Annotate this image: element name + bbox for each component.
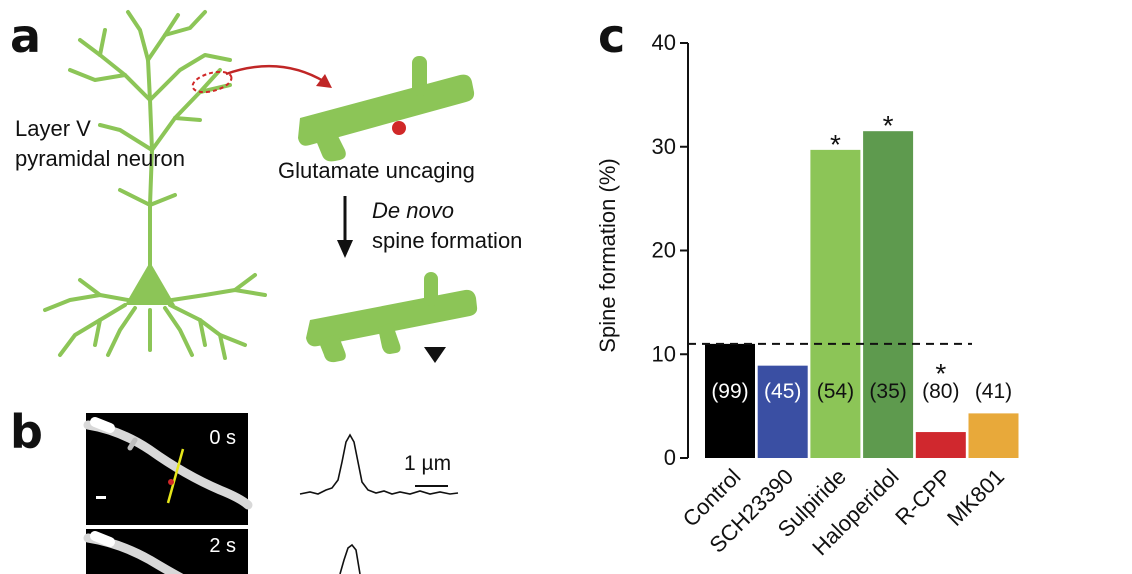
neuron-label-line1: Layer V: [15, 116, 91, 141]
panel-c-letter: c: [598, 9, 625, 63]
new-spine-arrowhead: [424, 347, 446, 363]
time-label-2s: 2 s: [209, 535, 236, 557]
zoom-arrow: [225, 64, 326, 84]
n-label: (54): [817, 380, 854, 403]
neuron-soma: [125, 262, 175, 305]
step2-label: spine formation: [372, 228, 522, 253]
bar: [968, 413, 1019, 458]
panel-b: b 0 s 2 s 1 µm: [10, 405, 459, 574]
n-label: (80): [922, 380, 959, 403]
panel-a-letter: a: [10, 9, 41, 63]
y-axis-label: Spine formation (%): [595, 158, 620, 352]
y-tick-label: 10: [652, 341, 676, 366]
y-tick-label: 20: [652, 238, 676, 263]
step1-label: Glutamate uncaging: [278, 158, 475, 183]
bar: [863, 131, 914, 458]
zoom-arrowhead: [316, 74, 332, 88]
category-label: R-CPP: [890, 464, 956, 530]
microscopy-image-0s: 0 s: [83, 413, 253, 525]
line-profile-2s: [339, 543, 361, 574]
panel-b-letter: b: [10, 405, 43, 459]
significance-star: *: [830, 129, 841, 160]
dendrite-before: [298, 56, 475, 162]
significance-star: *: [883, 110, 894, 141]
step2-italic: De novo: [372, 198, 454, 223]
selection-ellipse: [191, 70, 233, 94]
n-label: (41): [975, 380, 1012, 403]
panel-a: a: [10, 9, 522, 363]
time-label-0s: 0 s: [209, 427, 236, 449]
microscopy-image-2s: 2 s: [83, 529, 248, 574]
bar: [705, 343, 755, 458]
significance-star: *: [935, 358, 946, 389]
pyramidal-neuron-drawing: [43, 10, 267, 360]
n-label: (99): [711, 380, 748, 403]
scale-bar-label: 1 µm: [404, 452, 451, 475]
n-label: (45): [764, 380, 801, 403]
uncaging-spot: [392, 121, 406, 135]
bar: [915, 432, 966, 458]
neuron-label-line2: pyramidal neuron: [15, 146, 185, 171]
bar: [810, 149, 861, 459]
y-tick-label: 30: [652, 134, 676, 159]
line-profile-0s: [299, 433, 459, 495]
bar: [757, 365, 808, 458]
y-tick-label: 0: [664, 445, 676, 470]
dendrite-after: [306, 272, 478, 363]
down-arrowhead: [337, 240, 353, 258]
y-tick-label: 40: [652, 30, 676, 55]
category-label: MK801: [942, 464, 1009, 531]
n-label: (35): [869, 380, 906, 403]
